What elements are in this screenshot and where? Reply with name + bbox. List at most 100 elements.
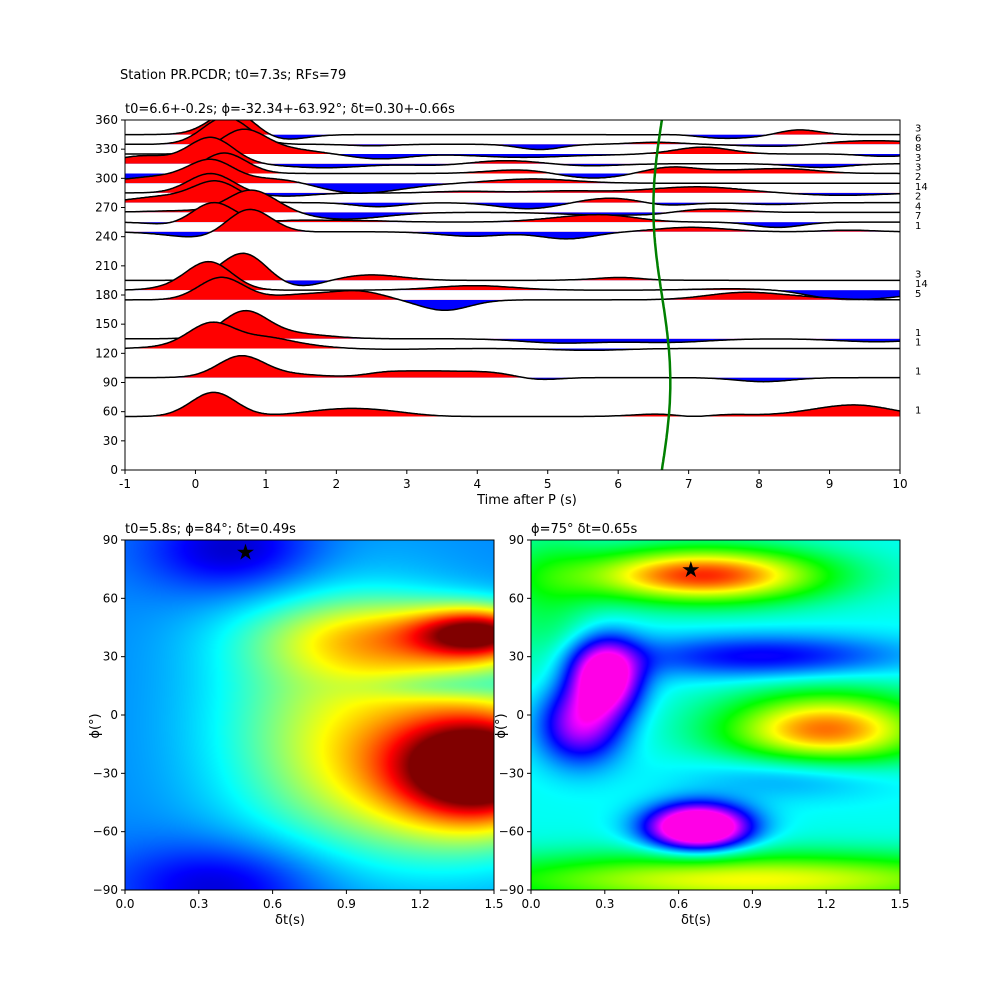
- top-y-tick-label: 270: [95, 201, 118, 215]
- top-x-tick-label: -1: [119, 477, 131, 491]
- trace-count-label: 1: [915, 367, 921, 378]
- trace-positive-fill: [125, 180, 900, 203]
- top-y-tick-label: 150: [95, 317, 118, 331]
- trace-negative-fill: [125, 183, 900, 194]
- trace-line: [125, 309, 900, 344]
- right-y-axis-label: ϕ(°): [494, 713, 509, 738]
- left-y-tick-label: 30: [103, 650, 118, 664]
- trace-count-label: 14: [915, 279, 928, 290]
- trace: [125, 276, 900, 312]
- right-x-axis-label: δt(s): [681, 913, 711, 928]
- trace-count-label: 4: [915, 201, 921, 212]
- trace-count-label: 8: [915, 143, 921, 154]
- top-y-tick-label: 360: [95, 113, 118, 127]
- left-heatmap: [125, 540, 494, 890]
- trace-positive-fill: [171, 202, 703, 223]
- trace-count-label: 6: [915, 133, 921, 144]
- trace-line: [125, 189, 900, 220]
- left-y-axis-label: ϕ(°): [88, 713, 103, 738]
- trace-positive-fill: [125, 173, 900, 193]
- trace-line: [125, 252, 900, 287]
- trace: [125, 208, 900, 240]
- trace: [125, 158, 900, 194]
- top-y-tick-label: 90: [103, 376, 118, 390]
- right-panel-subtitle: ϕ=75° δt=0.65s: [531, 522, 638, 537]
- trace: [125, 152, 900, 181]
- left-y-tick-label: −90: [93, 883, 118, 897]
- trace-count-label: 1: [915, 337, 921, 348]
- top-x-axis: -1 0 1 2 3 4 5 6 7 8 9 10: [119, 470, 908, 491]
- left-optimum-star-icon: ★: [236, 541, 256, 566]
- left-x-axis-label: δt(s): [275, 913, 305, 928]
- top-y-tick-label: 60: [103, 405, 118, 419]
- trace-positive-fill: [125, 322, 356, 349]
- top-y-tick-label: 300: [95, 171, 118, 185]
- top-x-tick-label: 5: [544, 477, 552, 491]
- top-y-tick-label: 180: [95, 288, 118, 302]
- right-heatmap: [531, 540, 900, 890]
- right-y-tick-label: 30: [509, 650, 524, 664]
- trace: [125, 309, 900, 344]
- right-y-tick-label: 60: [509, 591, 524, 605]
- left-y-tick-label: 0: [110, 708, 118, 722]
- trace-line: [125, 391, 900, 418]
- trace-line: [125, 321, 900, 352]
- top-x-tick-label: 7: [685, 477, 693, 491]
- top-x-tick-label: 1: [262, 477, 270, 491]
- trace-count-label: 1: [915, 221, 921, 232]
- right-x-tick-label: 0.9: [743, 897, 762, 911]
- top-panel-subtitle: t0=6.6+-0.2s; ϕ=-32.34+-63.92°; δt=0.30+…: [125, 102, 455, 117]
- trace-negative-fill: [125, 231, 626, 239]
- right-y-tick-label: 90: [509, 533, 524, 547]
- left-y-tick-label: −30: [93, 766, 118, 780]
- top-x-tick-label: 3: [403, 477, 411, 491]
- right-x-tick-label: 0.6: [669, 897, 688, 911]
- trace-positive-fill: [132, 277, 900, 300]
- top-x-axis-label: Time after P (s): [476, 493, 577, 508]
- trace-line: [125, 158, 900, 194]
- top-y-axis: 0 30 60 90 120 150 180 210 240 270 300 330 360: [95, 113, 125, 477]
- top-x-tick-label: 4: [473, 477, 481, 491]
- trace-line: [125, 354, 900, 383]
- top-x-tick-label: 6: [614, 477, 622, 491]
- trace-negative-fill: [125, 163, 900, 168]
- trace-positive-fill: [182, 153, 899, 174]
- left-x-tick-label: 1.2: [411, 897, 430, 911]
- trace-line: [125, 208, 900, 240]
- trace-count-label: 2: [915, 192, 921, 203]
- trace-negative-fill: [125, 212, 900, 220]
- top-x-tick-label: 8: [755, 477, 763, 491]
- trace-line: [125, 120, 900, 140]
- trace-line: [125, 128, 900, 160]
- left-y-tick-label: 60: [103, 591, 118, 605]
- trace-count-label: 1: [915, 328, 921, 339]
- top-y-tick-label: 210: [95, 259, 118, 273]
- left-heatmap-holder: [125, 540, 494, 890]
- right-x-tick-label: 1.5: [890, 897, 909, 911]
- trace: [125, 321, 900, 352]
- left-y-tick-label: −60: [93, 825, 118, 839]
- trace-count-label: 7: [915, 211, 921, 222]
- right-y-tick-label: −90: [499, 883, 524, 897]
- figure-title: Station PR.PCDR; t0=7.3s; RFs=79: [120, 68, 346, 83]
- top-x-tick-label: 0: [192, 477, 200, 491]
- top-y-tick-label: 0: [110, 463, 118, 477]
- trace-count-label: 3: [915, 162, 921, 173]
- trace-count-label: 3: [915, 269, 921, 280]
- trace-negative-fill: [125, 338, 900, 344]
- left-x-tick-label: 0.3: [189, 897, 208, 911]
- right-y-tick-label: −60: [499, 825, 524, 839]
- trace-positive-fill: [125, 355, 900, 378]
- left-axes: 0.0 0.3 0.6 0.9 1.2 1.5 −90 −60 −30 0 30 60 90: [93, 533, 504, 911]
- trace: [125, 354, 900, 383]
- trace-line: [125, 260, 900, 301]
- trace-count-label: 2: [915, 172, 921, 183]
- trace-line: [125, 276, 900, 312]
- trace: [125, 391, 900, 418]
- right-heatmap-holder: [531, 540, 900, 890]
- left-panel-subtitle: t0=5.8s; ϕ=84°; δt=0.49s: [125, 522, 296, 537]
- trace-count-label: 3: [915, 124, 921, 135]
- trace: [125, 128, 900, 160]
- top-x-tick-label: 9: [826, 477, 834, 491]
